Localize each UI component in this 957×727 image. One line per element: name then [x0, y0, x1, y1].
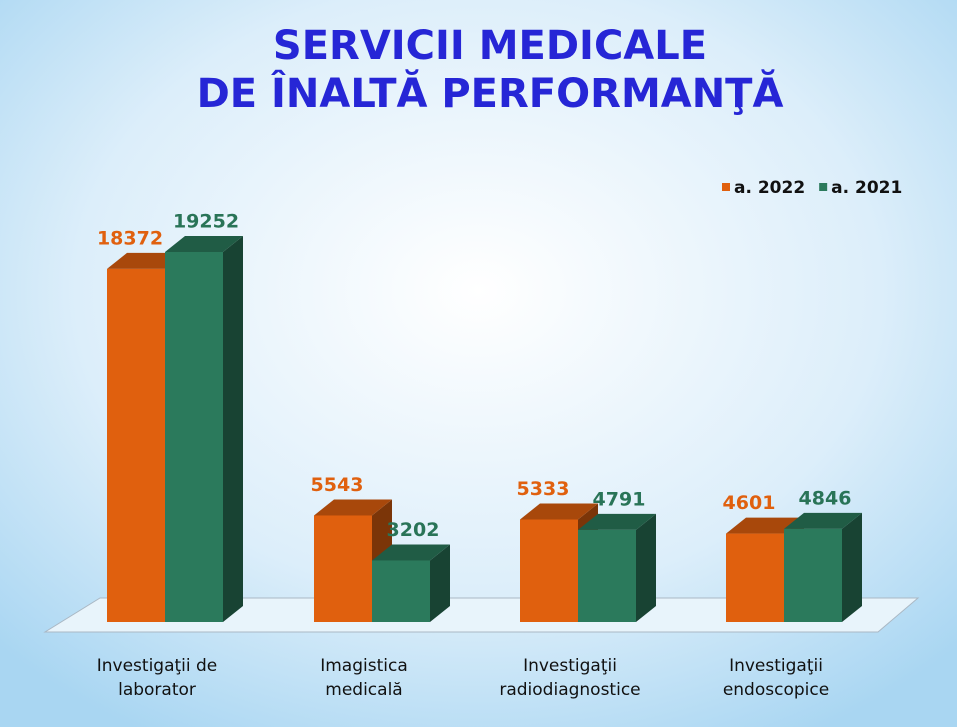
- chart-title: DE ÎNALTĂ PERFORMANŢĂ: [197, 68, 784, 117]
- bar: [784, 512, 862, 622]
- bar-top: [784, 512, 862, 529]
- bar-front: [578, 529, 636, 622]
- bar-front: [107, 268, 165, 622]
- legend-label: a. 2022: [734, 178, 805, 198]
- bar-front: [726, 533, 784, 622]
- value-label: 4791: [593, 488, 646, 510]
- x-tick-label: Imagistica medicală: [320, 656, 408, 700]
- bar-top: [314, 499, 392, 516]
- bar-front: [784, 528, 842, 622]
- bar-front: [520, 519, 578, 622]
- legend-label: a. 2021: [831, 178, 902, 198]
- value-label: 18372: [97, 227, 163, 249]
- bar-top: [578, 513, 656, 530]
- legend-swatch: [722, 183, 730, 191]
- x-tick-label: Investigaţii de laborator: [97, 656, 218, 700]
- bar-front: [165, 252, 223, 622]
- value-label: 3202: [387, 519, 440, 541]
- legend-swatch: [819, 183, 828, 191]
- bar-front: [314, 515, 372, 622]
- bar: [165, 236, 243, 622]
- bar-top: [372, 544, 450, 561]
- x-tick-label: Investigaţii endoscopice: [723, 656, 829, 700]
- chart-title: SERVICII MEDICALE: [273, 23, 707, 69]
- bar-front: [372, 560, 430, 622]
- value-label: 4846: [799, 487, 852, 509]
- value-label: 5543: [311, 474, 364, 496]
- bar-top: [520, 503, 598, 520]
- bar-side: [430, 544, 450, 622]
- bar: [372, 544, 450, 622]
- value-label: 5333: [517, 478, 570, 500]
- bar-side: [636, 513, 656, 622]
- value-label: 4601: [723, 492, 776, 514]
- bar-top: [165, 236, 243, 252]
- bar-side: [223, 236, 243, 622]
- bar-side: [842, 512, 862, 622]
- floor: [43, 597, 920, 633]
- bar: [578, 513, 656, 622]
- x-tick-label: Investigaţii radiodiagnostice: [499, 656, 640, 700]
- value-label: 19252: [173, 211, 239, 233]
